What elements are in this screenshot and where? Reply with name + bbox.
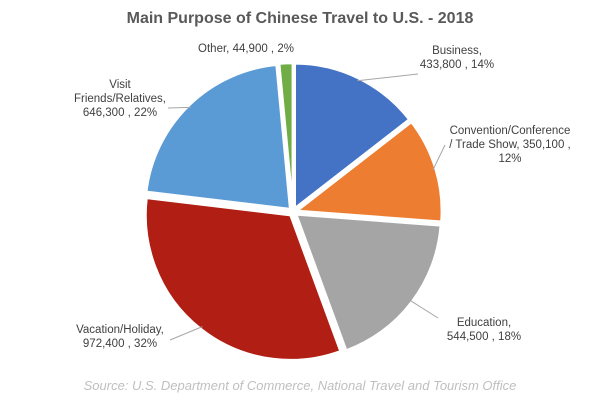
pie-slice-vacation [144,196,343,362]
slice-label-line: / Trade Show, 350,100 , [449,139,570,151]
pie-slice-other [277,61,295,209]
chart-title: Main Purpose of Chinese Travel to U.S. -… [126,10,474,27]
slice-label-visit: Visit Friends/Relatives, 646,300 , 22% [74,79,166,119]
slice-label-vacation: Vacation/Holiday, 972,400 , 32% [76,324,164,350]
pie-slice-visit [144,63,292,211]
leader-line-vacation [169,326,203,341]
slice-label-other: Other, 44,900 , 2% [198,43,294,55]
slice-label-line: Convention/Conference [450,125,571,137]
slice-label-business: Business, 433,800 , 14% [420,45,494,71]
slice-label-line: Other, 44,900 , 2% [198,43,294,55]
slice-label-line: 544,500 , 18% [447,331,521,343]
pie-slice-convention [293,120,444,224]
pie-slice-business [293,62,412,211]
slice-label-line: 12% [498,153,521,165]
leader-line-business [357,73,419,82]
slice-label-education: Education, 544,500 , 18% [447,317,521,343]
leader-lines [167,73,446,341]
slice-label-line: Friends/Relatives, [74,93,166,105]
leader-line-visit [167,106,192,109]
slice-label-line: 646,300 , 22% [83,107,157,119]
leader-line-convention [432,144,446,171]
leader-line-education [409,299,439,319]
slice-label-convention: Convention/Conference / Trade Show, 350,1… [449,125,570,165]
source-note: Source: U.S. Department of Commerce, Nat… [83,378,517,393]
slice-labels: Business, 433,800 , 14% Convention/Confere… [74,43,571,350]
slice-label-line: Visit [109,79,131,91]
slice-label-line: Business, [432,45,482,57]
slice-label-line: 972,400 , 32% [83,338,157,350]
slice-label-line: Education, [457,317,511,329]
slice-label-line: Vacation/Holiday, [76,324,164,336]
pie-slices [144,61,444,362]
slice-label-line: 433,800 , 14% [420,59,494,71]
